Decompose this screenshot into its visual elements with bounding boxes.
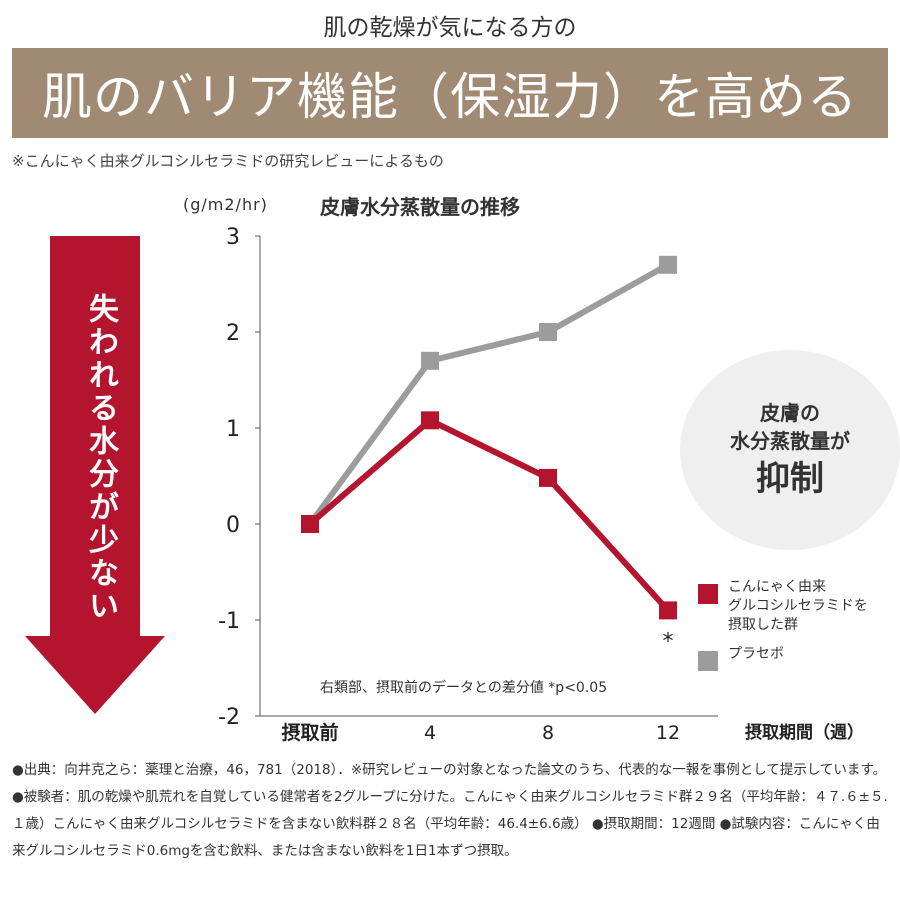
subtitle: 肌の乾燥が気になる方の [323,15,577,41]
legend-item-ceramide: こんにゃく由来 グルコシルセラミドを 摂取した群 [698,578,868,635]
line-chart: 3 2 1 0 -1 -2 摂取前 4 8 12 摂取期間（週） * [218,225,864,744]
callout-line-1: 皮膚の [760,401,820,425]
data-point-ceramide [301,515,319,533]
chart-title: 皮膚水分蒸散量の推移 [320,195,520,219]
significance-marker: * [663,629,674,654]
y-tick-label: 2 [226,321,240,346]
legend-label-ceramide: こんにゃく由来 グルコシルセラミドを 摂取した群 [728,579,868,633]
x-tick-label: 4 [424,722,436,744]
data-point-placebo [659,255,677,274]
title-banner: 肌のバリア機能（保湿力）を高める [12,48,888,138]
x-tick-label: 摂取前 [281,721,338,744]
data-point-placebo [421,351,439,370]
data-point-ceramide [539,468,557,487]
arrow-label: 失われる水分が少ない [83,293,118,623]
legend: こんにゃく由来 グルコシルセラミドを 摂取した群 プラセボ [698,578,868,671]
callout-line-3: 抑制 [756,459,824,499]
legend-swatch-ceramide [698,584,718,604]
research-note: ※こんにゃく由来グルコシルセラミドの研究レビューによるもの [12,152,444,170]
result-callout: 皮膚の 水分蒸散量が 抑制 [680,350,900,550]
data-point-ceramide [421,411,439,430]
y-tick-label: -2 [218,705,240,730]
y-axis-unit: (g/m2/hr) [183,195,268,214]
legend-item-placebo: プラセボ [698,645,868,671]
y-tick-label: 0 [226,513,240,538]
legend-swatch-placebo [698,651,718,671]
down-arrow-icon [25,236,165,714]
x-tick-label: 12 [656,722,680,744]
callout-line-2: 水分蒸散量が [730,429,850,453]
banner-title: 肌のバリア機能（保湿力）を高める [42,68,858,126]
series-line-placebo [307,262,670,526]
y-tick-label: 3 [226,225,240,250]
x-axis-label: 摂取期間（週） [745,722,864,743]
legend-label-placebo: プラセボ [728,646,784,662]
data-point-placebo [539,323,557,341]
series-line-ceramide [308,416,671,613]
x-tick-label: 8 [542,722,554,744]
y-tick-label: -1 [218,609,240,634]
y-tick-label: 1 [226,417,240,442]
source-text: ●出典：向井克之ら：薬理と治療，46，781（2018）．※研究レビューの対象と… [12,762,888,859]
chart-footnote: 右類部、摂取前のデータとの差分値 *p<0.05 [320,680,608,696]
data-point-ceramide [659,601,677,620]
